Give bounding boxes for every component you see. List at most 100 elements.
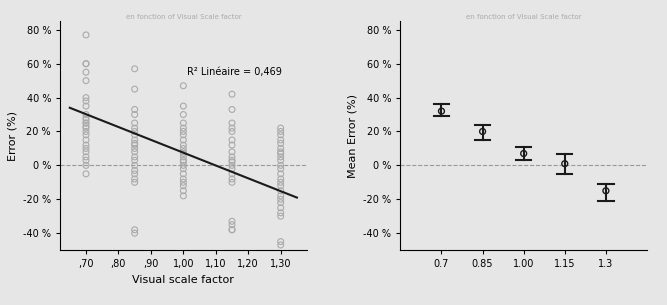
- Y-axis label: Error (%): Error (%): [7, 111, 17, 161]
- Point: [178, 151, 189, 156]
- Point: [81, 61, 91, 66]
- Point: [129, 138, 140, 142]
- Point: [81, 163, 91, 168]
- Point: [178, 83, 189, 88]
- Point: [178, 143, 189, 148]
- Point: [178, 163, 189, 168]
- Point: [81, 129, 91, 134]
- Point: [81, 154, 91, 159]
- Point: [81, 126, 91, 131]
- Point: [81, 112, 91, 117]
- Point: [227, 180, 237, 185]
- Text: R² Linéaire = 0,469: R² Linéaire = 0,469: [187, 67, 281, 77]
- X-axis label: Visual scale factor: Visual scale factor: [133, 275, 234, 285]
- Point: [178, 112, 189, 117]
- Point: [129, 171, 140, 176]
- Point: [178, 120, 189, 125]
- Point: [227, 166, 237, 171]
- Point: [178, 154, 189, 159]
- Point: [275, 132, 286, 137]
- Point: [81, 120, 91, 125]
- Point: [275, 180, 286, 185]
- Y-axis label: Mean Error (%): Mean Error (%): [348, 94, 358, 178]
- Point: [227, 222, 237, 227]
- Point: [81, 143, 91, 148]
- Point: [227, 163, 237, 168]
- Point: [227, 138, 237, 142]
- Point: [129, 141, 140, 146]
- Point: [129, 158, 140, 163]
- Point: [178, 193, 189, 198]
- Point: [227, 92, 237, 97]
- Point: [129, 177, 140, 181]
- Point: [275, 193, 286, 198]
- Point: [81, 120, 91, 125]
- Point: [81, 78, 91, 83]
- Point: [81, 124, 91, 129]
- Point: [227, 143, 237, 148]
- Point: [178, 177, 189, 181]
- Point: [178, 126, 189, 131]
- Point: [275, 188, 286, 193]
- Point: [129, 154, 140, 159]
- Point: [275, 166, 286, 171]
- Point: [227, 120, 237, 125]
- Point: [275, 197, 286, 202]
- Point: [275, 205, 286, 210]
- Point: [518, 151, 529, 156]
- Point: [178, 180, 189, 185]
- Point: [81, 70, 91, 75]
- Point: [129, 168, 140, 173]
- Title: en fonction of Visual Scale factor: en fonction of Visual Scale factor: [125, 13, 241, 20]
- Point: [178, 166, 189, 171]
- Point: [178, 183, 189, 188]
- Point: [129, 146, 140, 151]
- Point: [275, 158, 286, 163]
- Point: [129, 143, 140, 148]
- Point: [129, 126, 140, 131]
- Point: [227, 129, 237, 134]
- Point: [81, 117, 91, 122]
- Point: [227, 158, 237, 163]
- Point: [178, 171, 189, 176]
- Point: [436, 109, 447, 113]
- Point: [227, 219, 237, 224]
- Point: [129, 132, 140, 137]
- Point: [129, 231, 140, 235]
- Point: [178, 138, 189, 142]
- Point: [129, 163, 140, 168]
- Point: [275, 183, 286, 188]
- Point: [275, 129, 286, 134]
- Point: [227, 154, 237, 159]
- Point: [275, 242, 286, 247]
- Point: [275, 171, 286, 176]
- Point: [275, 141, 286, 146]
- Point: [129, 227, 140, 232]
- Title: en fonction of Visual Scale factor: en fonction of Visual Scale factor: [466, 13, 582, 20]
- Point: [81, 104, 91, 109]
- Point: [81, 32, 91, 37]
- Point: [81, 171, 91, 176]
- Point: [600, 188, 611, 193]
- Point: [227, 149, 237, 154]
- Point: [81, 99, 91, 103]
- Point: [560, 161, 570, 166]
- Point: [178, 132, 189, 137]
- Point: [178, 149, 189, 154]
- Point: [129, 180, 140, 185]
- Point: [275, 154, 286, 159]
- Point: [178, 158, 189, 163]
- Point: [227, 107, 237, 112]
- Point: [129, 112, 140, 117]
- Point: [129, 87, 140, 92]
- Point: [275, 210, 286, 215]
- Point: [129, 129, 140, 134]
- Point: [81, 158, 91, 163]
- Point: [81, 61, 91, 66]
- Point: [129, 120, 140, 125]
- Point: [275, 146, 286, 151]
- Point: [275, 163, 286, 168]
- Point: [275, 138, 286, 142]
- Point: [81, 146, 91, 151]
- Point: [275, 126, 286, 131]
